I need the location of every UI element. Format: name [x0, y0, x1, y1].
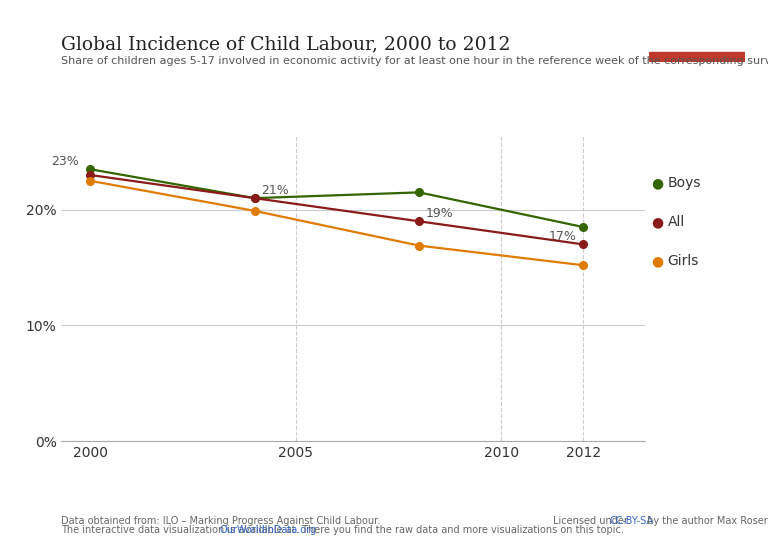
Text: Girls: Girls: [667, 254, 699, 268]
Text: ●: ●: [651, 176, 664, 190]
Text: 17%: 17%: [549, 230, 577, 243]
Text: Global Incidence of Child Labour, 2000 to 2012: Global Incidence of Child Labour, 2000 t…: [61, 35, 511, 53]
Text: ●: ●: [651, 215, 664, 229]
Text: in Data: in Data: [673, 36, 721, 49]
Text: Boys: Boys: [667, 176, 701, 190]
Text: OurWorldInData.org: OurWorldInData.org: [220, 525, 316, 535]
Text: All: All: [667, 215, 684, 229]
Text: by the author Max Roser.: by the author Max Roser.: [644, 516, 768, 527]
Bar: [649, 52, 745, 62]
Text: CC-BY-SA: CC-BY-SA: [609, 516, 653, 527]
Text: 23%: 23%: [51, 155, 79, 168]
Text: The interactive data visualization is available at: The interactive data visualization is av…: [61, 525, 300, 535]
Text: . There you find the raw data and more visualizations on this topic.: . There you find the raw data and more v…: [296, 525, 624, 535]
Text: Data obtained from: ILO – Marking Progress Against Child Labour.: Data obtained from: ILO – Marking Progre…: [61, 516, 381, 527]
Text: Share of children ages 5-17 involved in economic activity for at least one hour : Share of children ages 5-17 involved in …: [61, 56, 768, 67]
Text: 21%: 21%: [262, 184, 290, 197]
Text: 19%: 19%: [426, 207, 454, 220]
Text: Licensed under: Licensed under: [553, 516, 631, 527]
Text: Our World: Our World: [664, 19, 730, 32]
Text: ●: ●: [651, 254, 664, 268]
